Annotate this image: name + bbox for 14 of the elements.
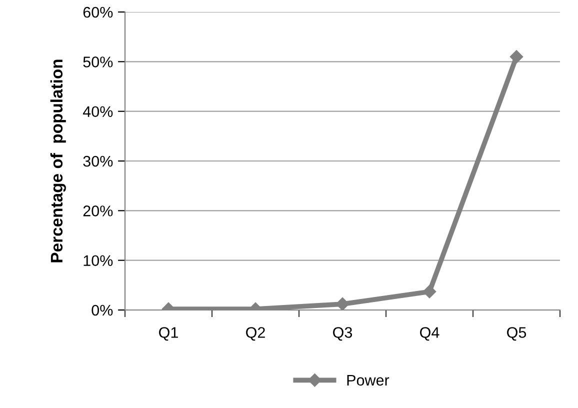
y-tick-label: 50% (83, 56, 113, 68)
y-tick-label: 0% (92, 304, 113, 316)
x-tick-label: Q1 (159, 327, 178, 341)
y-tick-label: 60% (83, 6, 113, 18)
y-tick-label: 30% (83, 156, 113, 167)
x-tick-label: Q2 (246, 327, 265, 341)
y-tick-label: 20% (83, 206, 113, 216)
x-tick-label: Q4 (420, 327, 440, 341)
y-tick-label: 10% (84, 255, 113, 266)
y-tick-label: 40% (82, 106, 113, 118)
legend-label: Power (347, 374, 390, 386)
y-axis-title: Percentage of population (50, 60, 66, 262)
x-tick-label: Q3 (333, 327, 352, 341)
x-tick-label: Q5 (507, 327, 526, 341)
